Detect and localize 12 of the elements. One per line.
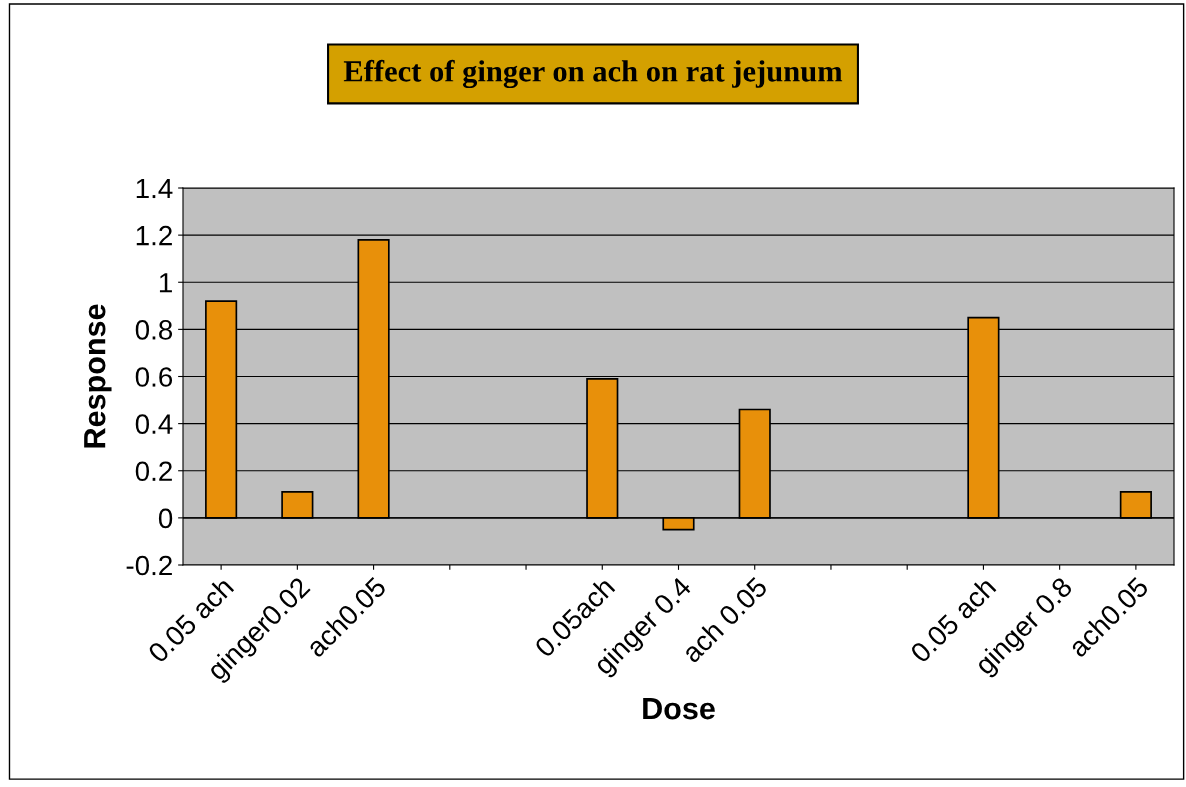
y-tick-label: 1 xyxy=(159,273,172,293)
y-tick-label: 0 xyxy=(158,508,173,529)
y-tick-label: 0.8 xyxy=(135,320,173,340)
y-tick-label: 0.6 xyxy=(135,367,173,387)
y-axis-title: Response xyxy=(84,304,112,448)
y-tick-label: 1.2 xyxy=(136,225,172,246)
y-tick-label: 1.4 xyxy=(136,178,173,199)
y-tick-label: 0.4 xyxy=(135,414,173,434)
y-tick-label: -0.2 xyxy=(126,555,172,576)
y-tick-label: 0.2 xyxy=(135,461,172,482)
x-axis-title: Dose xyxy=(643,698,715,720)
chart-title: Effect of ginger on ach on rat jejunum xyxy=(343,59,843,89)
